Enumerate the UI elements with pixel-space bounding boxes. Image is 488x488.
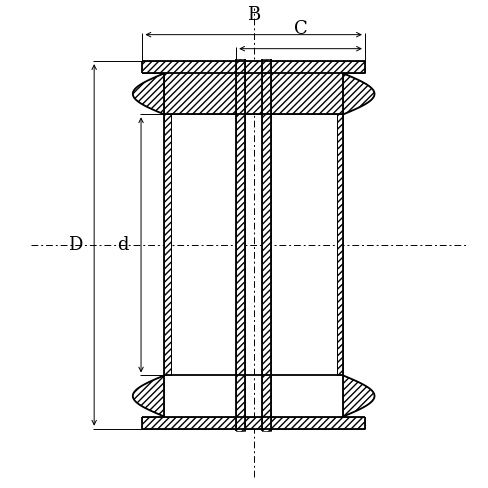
Text: d: d <box>118 236 129 254</box>
Polygon shape <box>133 73 164 114</box>
Polygon shape <box>164 114 170 375</box>
Polygon shape <box>343 375 374 417</box>
Polygon shape <box>133 375 164 417</box>
Polygon shape <box>263 59 271 431</box>
Polygon shape <box>337 114 343 375</box>
Polygon shape <box>236 59 245 431</box>
Polygon shape <box>142 61 365 114</box>
Polygon shape <box>343 73 374 114</box>
Text: C: C <box>294 20 307 38</box>
Polygon shape <box>142 417 365 428</box>
Text: D: D <box>68 236 82 254</box>
Text: B: B <box>247 6 260 24</box>
